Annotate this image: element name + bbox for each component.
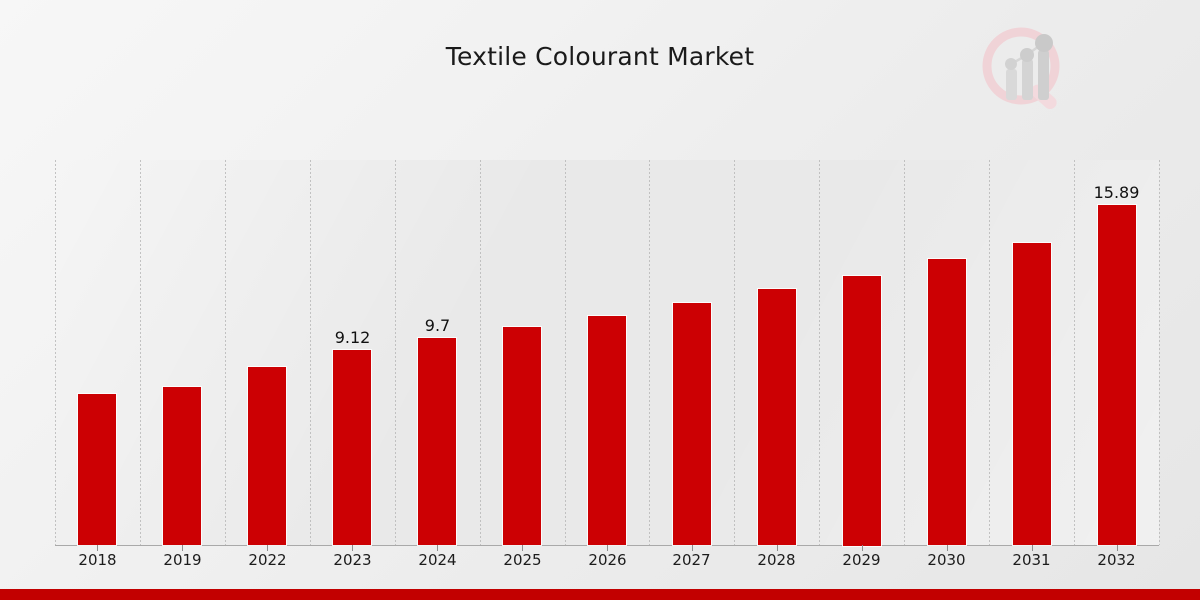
page-title: Textile Colourant Market <box>445 42 755 71</box>
bar-value-label-2032: 15.89 <box>1093 183 1140 202</box>
x-axis-tick <box>777 545 778 551</box>
gridline <box>904 160 905 545</box>
x-axis-tick <box>1032 545 1033 551</box>
gridline <box>225 160 226 545</box>
x-tick-label-2025: 2025 <box>503 551 542 569</box>
bar-2024[interactable] <box>418 338 456 545</box>
x-axis-tick <box>522 545 523 551</box>
bar-value-label-2024: 9.7 <box>424 316 451 335</box>
x-axis-tick <box>862 545 863 551</box>
x-axis-tick <box>437 545 438 551</box>
x-tick-label-2024: 2024 <box>418 551 457 569</box>
x-axis-tick <box>97 545 98 551</box>
x-axis-tick <box>692 545 693 551</box>
gridline <box>1074 160 1075 545</box>
x-tick-label-2029: 2029 <box>842 551 881 569</box>
bar-2025[interactable] <box>503 327 541 545</box>
bar-2029[interactable] <box>843 276 881 546</box>
bar-2026[interactable] <box>588 316 626 545</box>
x-tick-label-2030: 2030 <box>927 551 966 569</box>
bar-2027[interactable] <box>673 303 711 545</box>
bar-chart-glyph <box>1005 34 1053 100</box>
x-tick-label-2018: 2018 <box>78 551 117 569</box>
bar-2019[interactable] <box>163 387 201 545</box>
gridline <box>395 160 396 545</box>
gridline <box>55 160 56 545</box>
gridline <box>565 160 566 545</box>
x-tick-label-2026: 2026 <box>588 551 627 569</box>
bar-2023[interactable] <box>333 350 371 545</box>
x-tick-label-2028: 2028 <box>757 551 796 569</box>
x-tick-label-2027: 2027 <box>672 551 711 569</box>
x-axis-tick <box>182 545 183 551</box>
x-axis-tick <box>947 545 948 551</box>
bar-2031[interactable] <box>1013 243 1051 545</box>
gridline <box>989 160 990 545</box>
x-tick-label-2031: 2031 <box>1012 551 1051 569</box>
x-axis-tick <box>607 545 608 551</box>
bar-2030[interactable] <box>928 259 966 545</box>
gridline <box>140 160 141 545</box>
x-axis-tick <box>1117 545 1118 551</box>
bar-2018[interactable] <box>78 394 116 545</box>
x-tick-label-2023: 2023 <box>333 551 372 569</box>
gridline <box>649 160 650 545</box>
bar-value-label-2023: 9.12 <box>334 328 371 347</box>
x-tick-label-2032: 2032 <box>1097 551 1136 569</box>
x-axis-tick <box>267 545 268 551</box>
gridline <box>734 160 735 545</box>
x-axis-tick <box>352 545 353 551</box>
gridline <box>480 160 481 545</box>
gridline <box>310 160 311 545</box>
x-tick-label-2019: 2019 <box>163 551 202 569</box>
x-tick-label-2022: 2022 <box>248 551 287 569</box>
gridline <box>819 160 820 545</box>
bar-2032[interactable] <box>1098 205 1136 545</box>
footer-band <box>0 589 1200 600</box>
gridline <box>1159 160 1160 545</box>
bar-2022[interactable] <box>248 367 286 545</box>
market-research-magnifier-logo <box>975 22 1075 122</box>
bar-2028[interactable] <box>758 289 796 545</box>
